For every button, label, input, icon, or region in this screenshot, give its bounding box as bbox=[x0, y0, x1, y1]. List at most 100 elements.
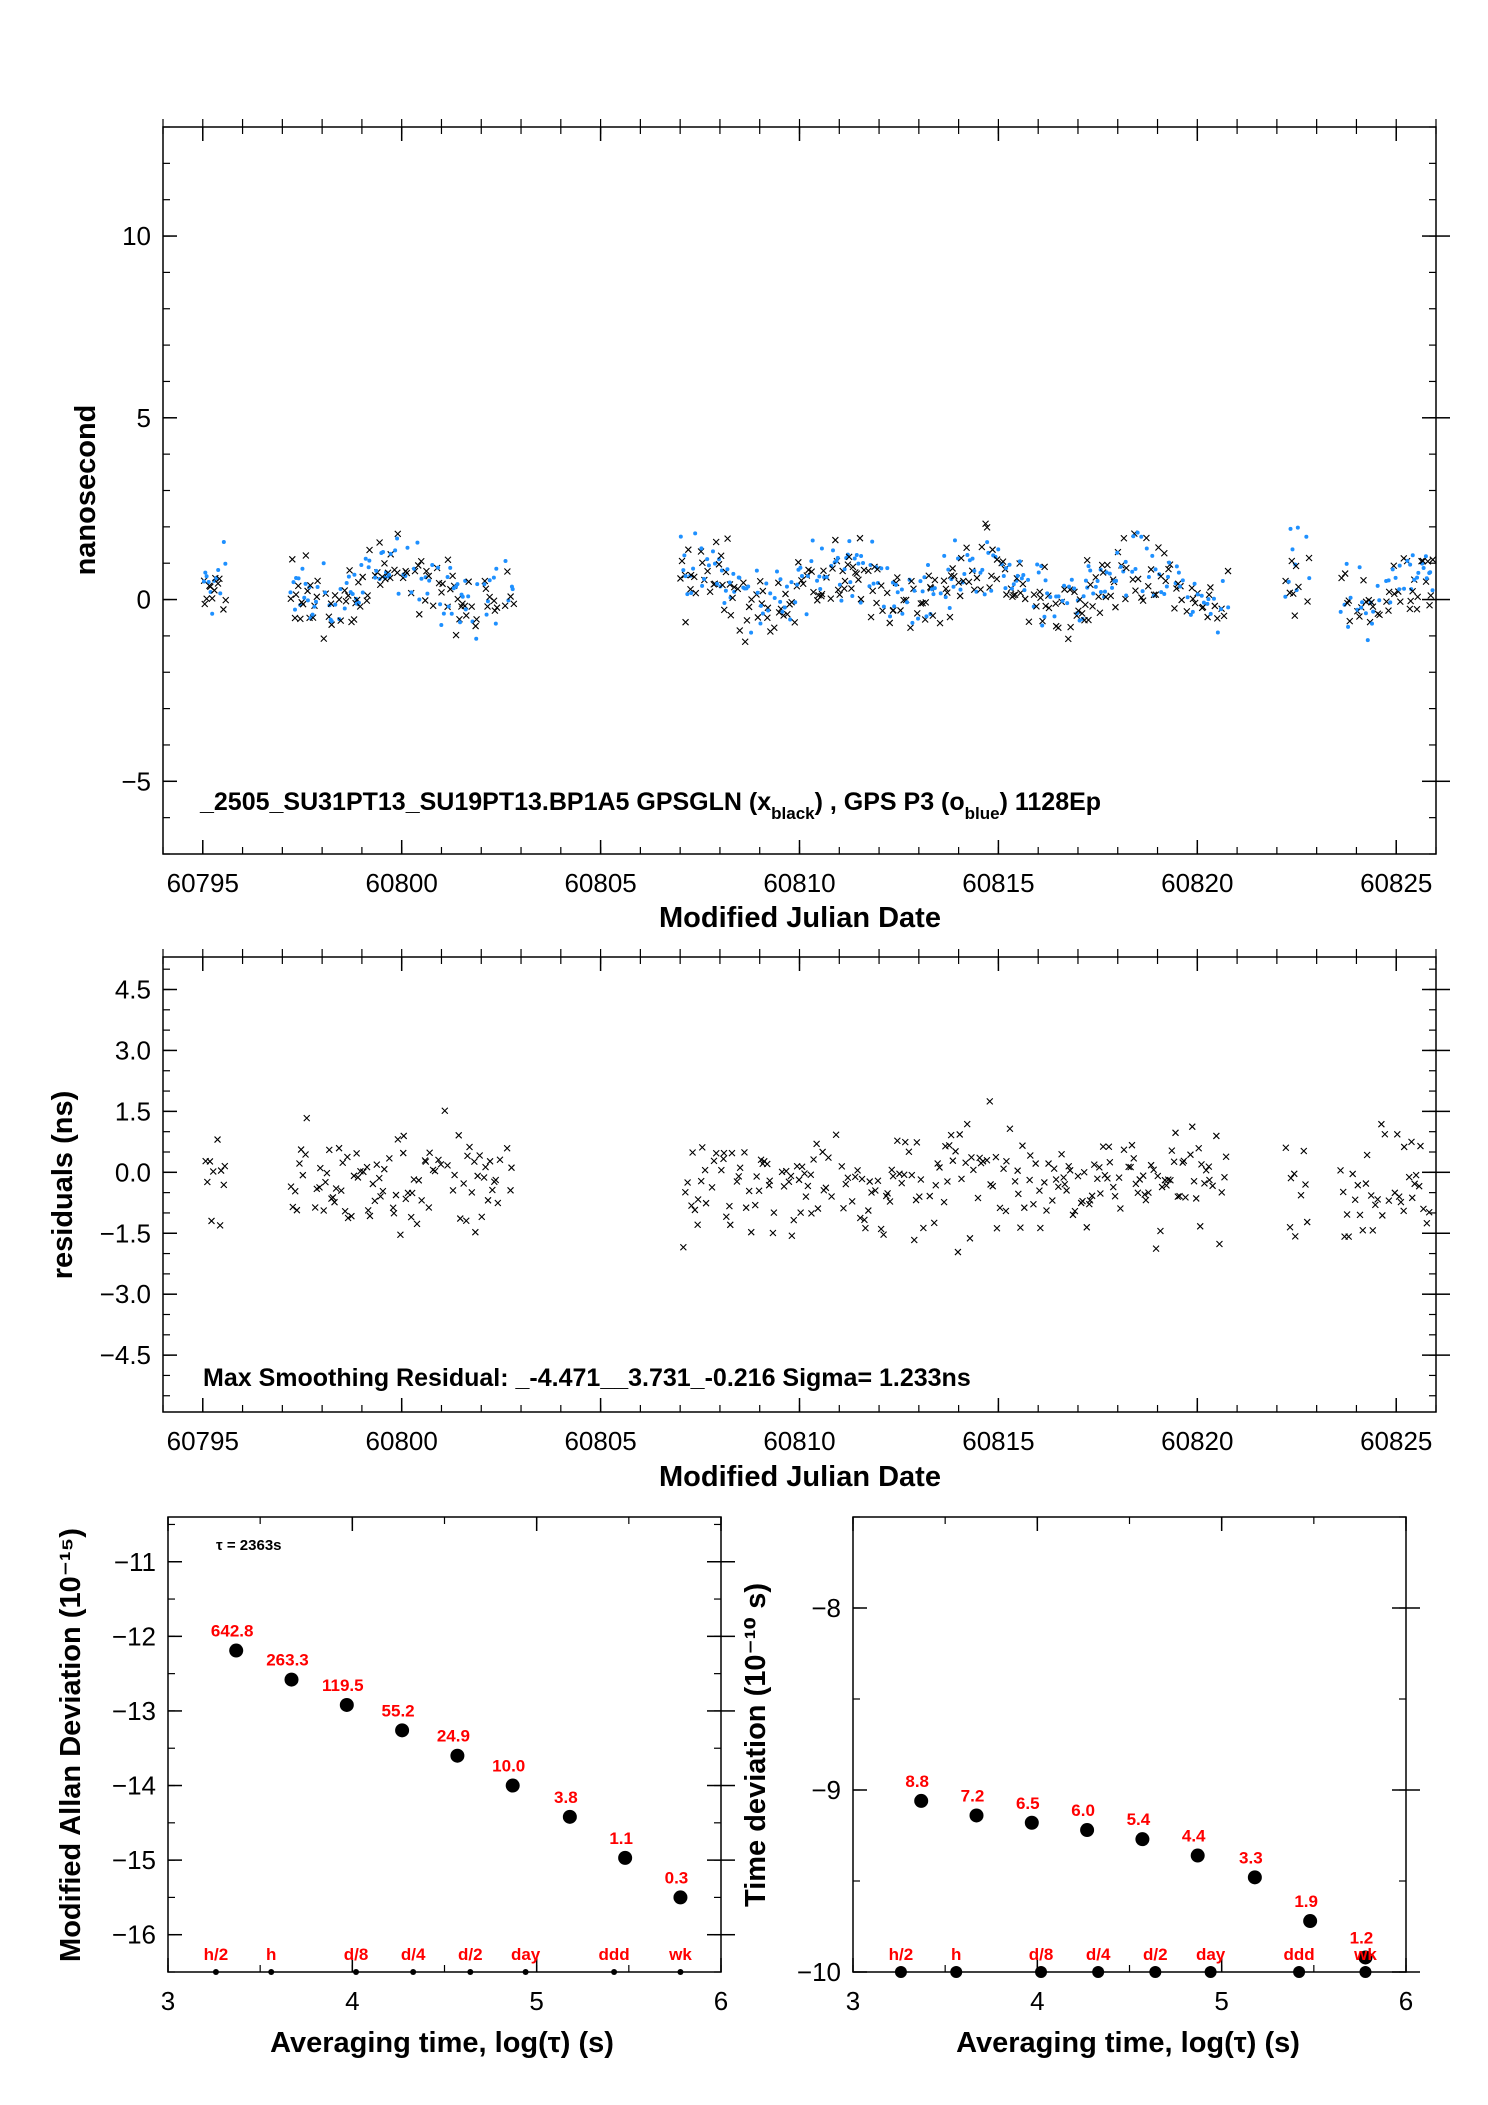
deviation-value-label: 8.8 bbox=[905, 1772, 929, 1791]
data-point-x bbox=[1176, 1192, 1183, 1200]
data-point-x bbox=[1198, 1160, 1205, 1168]
data-point-x bbox=[692, 589, 700, 597]
data-point-dot bbox=[1410, 553, 1415, 558]
data-point-x bbox=[986, 1097, 994, 1105]
data-point-dot bbox=[754, 568, 759, 573]
data-point-x bbox=[917, 600, 925, 607]
data-point-x bbox=[963, 1120, 971, 1128]
data-point-dot bbox=[1195, 592, 1200, 597]
data-point-dot bbox=[333, 602, 338, 607]
data-point-x bbox=[501, 602, 509, 610]
data-point-x bbox=[214, 1136, 221, 1143]
data-point-x bbox=[394, 1135, 402, 1143]
data-point-dot bbox=[1430, 588, 1435, 593]
data-point-x bbox=[311, 1204, 319, 1211]
data-point-x bbox=[313, 593, 321, 601]
data-point-dot bbox=[850, 594, 855, 599]
data-point-x bbox=[1302, 1181, 1309, 1188]
data-point-x bbox=[214, 580, 222, 587]
data-point-dot bbox=[856, 561, 861, 566]
data-point-dot bbox=[859, 554, 864, 559]
data-point-dot bbox=[300, 566, 305, 571]
data-point-x bbox=[371, 1197, 379, 1205]
data-point-dot bbox=[1397, 587, 1402, 592]
data-point-x bbox=[421, 597, 429, 604]
data-point-dot bbox=[1199, 593, 1204, 598]
data-point-x bbox=[956, 592, 964, 600]
data-point-dot bbox=[784, 584, 789, 589]
data-point-x bbox=[1058, 1150, 1065, 1158]
data-point-x bbox=[220, 1181, 228, 1189]
data-point-x bbox=[215, 575, 223, 583]
interval-label: day bbox=[511, 1945, 541, 1964]
data-point-x bbox=[1104, 561, 1111, 569]
data-point-dot bbox=[1338, 609, 1343, 614]
data-point-dot bbox=[871, 581, 876, 586]
data-point-dot bbox=[1072, 586, 1077, 591]
data-point-x bbox=[373, 1161, 381, 1168]
data-point-x bbox=[677, 575, 684, 582]
data-point-x bbox=[753, 1173, 761, 1180]
data-point-x bbox=[851, 1173, 859, 1181]
data-point-dot bbox=[203, 570, 208, 575]
data-point-dot bbox=[760, 611, 765, 616]
data-point-dot bbox=[1405, 558, 1410, 563]
data-point-x bbox=[293, 1206, 301, 1214]
data-point-x bbox=[818, 590, 826, 598]
annotation-sub-black: black bbox=[771, 804, 815, 823]
data-point-x bbox=[470, 1158, 478, 1166]
data-point-dot bbox=[1371, 609, 1376, 614]
data-point-x bbox=[1413, 605, 1421, 613]
data-point-x bbox=[1021, 595, 1029, 603]
data-point-dot bbox=[1091, 591, 1096, 596]
x-tick-label: 60805 bbox=[564, 868, 636, 898]
data-point-x bbox=[473, 615, 480, 623]
data-point-x bbox=[507, 593, 515, 600]
data-point-dot bbox=[315, 585, 320, 590]
data-point-dot bbox=[430, 562, 435, 567]
data-point-x bbox=[840, 1204, 847, 1212]
data-point-dot bbox=[1115, 550, 1120, 555]
y-tick-label: −1.5 bbox=[100, 1218, 151, 1248]
x-tick-label: 60795 bbox=[167, 868, 239, 898]
data-point-x bbox=[1096, 609, 1104, 617]
deviation-point bbox=[505, 1778, 520, 1793]
data-point-dot bbox=[700, 583, 705, 588]
data-point-x bbox=[344, 1214, 352, 1222]
data-point-x bbox=[422, 1158, 430, 1166]
data-point-x bbox=[425, 1204, 433, 1211]
data-point-x bbox=[1163, 1181, 1170, 1189]
data-point-x bbox=[1426, 601, 1433, 609]
data-point-dot bbox=[470, 619, 475, 624]
data-point-dot bbox=[1185, 595, 1190, 600]
data-point-x bbox=[715, 560, 723, 568]
interval-marker bbox=[1293, 1966, 1306, 1978]
data-point-x bbox=[1349, 1170, 1357, 1178]
data-point-x bbox=[451, 1171, 458, 1179]
data-point-x bbox=[1360, 576, 1367, 584]
data-point-dot bbox=[916, 616, 921, 621]
data-point-dot bbox=[1088, 568, 1093, 573]
data-point-x bbox=[350, 616, 358, 623]
data-point-x bbox=[788, 598, 796, 606]
data-point-dot bbox=[1144, 546, 1149, 551]
data-point-x bbox=[946, 613, 954, 621]
panel1-annotation: _2505_SU31PT13_SU19PT13.BP1A5 GPSGLN (xb… bbox=[199, 788, 1101, 823]
data-point-dot bbox=[972, 568, 977, 573]
panel4-points: 8.8 7.2 6.5 6.0 5.4 4.4 3.3 1.9 1.2 h/2 h d/8 d/4 d/2… bbox=[889, 1772, 1377, 1978]
data-point-x bbox=[291, 1187, 299, 1195]
data-point-dot bbox=[1408, 562, 1413, 567]
data-point-dot bbox=[764, 581, 769, 586]
data-point-x bbox=[1282, 1144, 1290, 1152]
x-tick-label: 6 bbox=[1399, 1986, 1413, 2016]
data-point-x bbox=[415, 610, 423, 618]
data-point-dot bbox=[712, 561, 717, 566]
data-point-dot bbox=[952, 538, 957, 543]
data-point-x bbox=[1369, 603, 1377, 611]
y-tick-label: −14 bbox=[112, 1771, 156, 1801]
data-point-dot bbox=[441, 611, 446, 616]
data-point-x bbox=[437, 1160, 445, 1168]
y-tick-label: 0.0 bbox=[115, 1157, 151, 1187]
data-point-x bbox=[1385, 1197, 1393, 1205]
data-point-x bbox=[992, 1153, 1000, 1161]
